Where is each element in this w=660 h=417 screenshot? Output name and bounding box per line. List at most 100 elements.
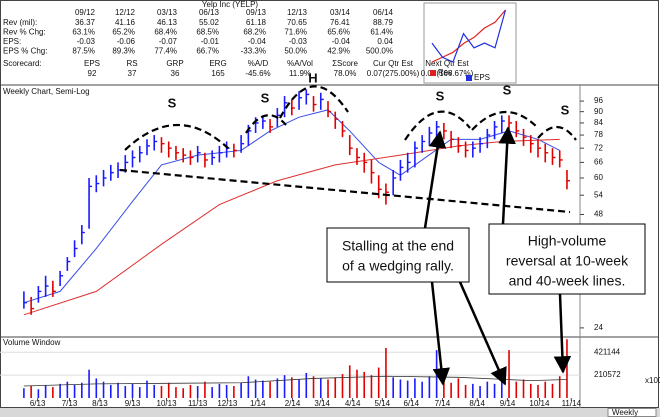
volume-bar [211,387,213,398]
x-tick-label: 6/14 [403,399,419,408]
volume-bar [52,387,54,398]
cell: 0.04 [377,37,393,46]
x-tick-label: 11/13 [188,399,208,408]
callout-box [326,227,470,283]
volume-bar [81,382,83,398]
volume-bar [59,383,61,398]
cell: 61.18 [246,18,267,27]
volume-bar [167,382,170,398]
callout-box [488,223,646,295]
column-header: 09/13 [246,8,267,17]
volume-bar [356,369,358,398]
score-value: -45.6% [245,69,270,78]
x-tick-label: 3/14 [314,399,330,408]
cell: 42.9% [327,47,350,56]
volume-bar [370,375,373,398]
volume-bar [305,372,308,398]
volume-bar [291,377,293,398]
volume-bar [363,371,366,398]
cell: 76.41 [330,18,351,27]
y-tick-label: 84 [594,118,603,127]
score-value: 165 [211,69,225,78]
bottom-bar [0,408,660,417]
volume-bar [472,383,474,398]
cell: 61.4% [370,28,393,37]
x-tick-label: 8/13 [92,399,108,408]
cell: 88.79 [373,18,394,27]
interval-label[interactable]: Weekly [612,408,638,417]
cell: 68.4% [154,28,177,37]
cell: 68.5% [196,28,219,37]
volume-bar [117,382,119,398]
x-tick-label: 11/14 [562,399,582,408]
volume-bar [327,379,329,398]
pattern-label: H [308,70,317,85]
volume-bar [319,378,322,398]
callout-text: and 40-week lines. [509,273,626,289]
y-tick-label: 66 [594,158,603,167]
cell: 55.02 [199,18,220,27]
volume-bar [558,376,561,398]
volume-bar [414,378,416,398]
callout-text: High-volume [528,233,607,249]
header-title: Yelp Inc (YELP) [202,0,259,9]
x-tick-label: 7/13 [62,399,78,408]
volume-bar [421,381,423,398]
volume-bar [146,380,148,398]
shoulder-arc [537,125,577,141]
volume-bar [435,350,438,398]
volume-bar [23,388,25,398]
volume-bar [529,383,532,398]
legend-swatch [466,75,472,81]
x-tick-label: 9/14 [500,399,516,408]
volume-bar [385,347,387,398]
x-tick-label: 8/14 [469,399,485,408]
score-name: ERG [209,59,226,68]
y-tick-label: 60 [594,173,603,182]
y-tick-label: 210572 [594,370,621,379]
shoulder-arc [124,123,231,151]
cell: 87.5% [72,47,95,56]
score-name: GRP [166,59,183,68]
x-tick-label: 4/14 [345,399,361,408]
row-label: Rev % Chg: [3,28,46,37]
volume-bar [109,384,112,398]
volume-bar [348,365,351,398]
cell: -0.01 [201,37,220,46]
score-name: EPS [84,59,100,68]
pattern-label: S [436,88,445,103]
volume-bar [225,384,228,398]
y-tick-label: 54 [594,190,603,199]
cell: 36.37 [75,18,96,27]
score-name: %A/Vol [287,59,313,68]
score-value: 0.02(166.67%) [421,69,474,78]
legend-label: Rev [438,68,452,77]
volume-bar [233,386,235,398]
volume-bar [537,384,539,398]
volume-title: Volume Window [3,338,61,347]
score-name: %A/D [248,59,269,68]
x-tick-label: 12/13 [217,399,238,408]
legend-label: EPS [474,73,490,82]
volume-bar [298,379,300,398]
volume-bar [73,384,76,398]
volume-bar [479,386,481,398]
pattern-label: S [561,102,570,117]
volume-bar [406,380,409,398]
arrow [430,281,451,386]
callout-text: reversal at 10-week [506,253,629,269]
volume-bar [551,383,554,398]
volume-bar [182,388,184,398]
column-header: 03/14 [330,8,351,17]
cell: 66.7% [196,47,219,56]
score-value: 36 [171,69,180,78]
cell: -0.07 [159,37,178,46]
volume-bar [269,381,271,398]
cell: 70.65 [287,18,308,27]
cell: 50.0% [284,47,307,56]
pattern-lines [119,85,577,214]
y-tick-label: 24 [594,323,603,332]
